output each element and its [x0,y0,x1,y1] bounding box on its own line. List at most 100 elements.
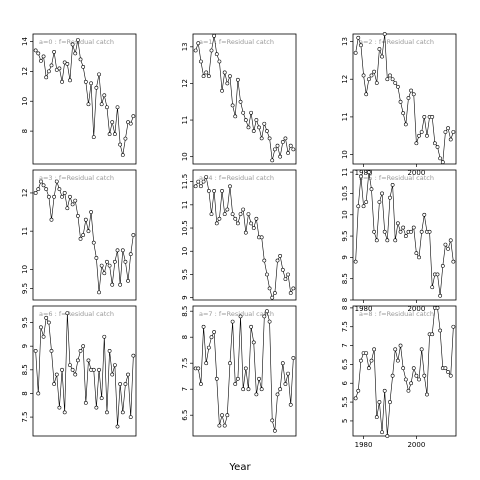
y-tick-label: 10 [341,210,349,219]
data-point [196,41,201,46]
data-point [238,212,243,217]
data-point [275,143,280,148]
data-point [39,325,43,330]
data-point [131,233,136,237]
data-point [52,50,57,54]
data-point [393,347,398,352]
data-point [361,204,366,209]
data-point [364,200,369,204]
data-point [110,282,115,287]
data-point [105,259,109,264]
data-point [33,48,38,53]
y-tick-label: 8 [21,129,29,133]
data-point [209,335,214,340]
panels-grid: a=0 : f=Residual catch 8 10 12 14 a=3 : f=Res… [21,32,457,449]
data-point [220,88,224,93]
data-point [196,366,201,371]
data-point [267,136,272,141]
y-tick-label: 9.5 [341,230,349,241]
panel-title: a=1 : f=Residual catch [199,38,274,46]
data-point [83,79,88,84]
data-point [36,391,41,396]
data-point [68,194,72,199]
y-tick-label: 11.5 [181,174,189,190]
data-point [225,413,230,418]
panel-frame [32,33,137,165]
data-point [44,187,49,192]
data-point [280,361,285,366]
data-point [206,74,211,79]
data-point [60,194,64,199]
data-point [81,64,86,69]
data-point [212,330,217,334]
data-point [366,170,371,175]
data-point [238,99,243,104]
y-tick-label: 7.5 [181,358,189,369]
y-tick-label: 6.5 [341,359,349,370]
data-point [270,295,275,300]
data-point [33,191,38,195]
data-point [283,382,288,386]
data-point [280,140,285,144]
panel-frame [32,169,137,301]
data-point [49,349,54,353]
panel-title: a=7 : f=Residual catch [199,310,274,318]
y-tick-label: 8.5 [181,306,189,317]
data-point [414,141,419,146]
data-point [443,242,448,247]
data-point [91,135,96,140]
data-point [262,258,267,263]
data-point [425,133,429,138]
y-tick-label: 7 [341,343,349,347]
data-point [278,253,283,258]
panel-frame [192,305,297,437]
data-point [206,188,211,193]
data-point [201,179,206,184]
data-point [222,70,227,75]
series-line [355,172,454,296]
data-point [440,264,445,268]
data-point [278,387,283,392]
data-point [220,413,224,418]
data-point [283,277,288,282]
data-point [225,207,230,212]
data-point [86,229,91,234]
data-point [385,434,390,438]
data-point [70,367,75,372]
data-point [97,290,101,295]
y-tick-label: 10 [21,265,29,274]
data-point [228,184,232,189]
y-tick-label: 8.5 [341,273,349,284]
data-point [356,35,361,40]
data-point [430,332,435,337]
data-point [196,179,201,184]
x-tick-label: 2000 [407,305,425,313]
panel-title: a=4 : f=Residual catch [199,174,274,182]
data-point [102,271,107,276]
panel-frame [352,169,457,301]
data-point [78,236,83,241]
data-point [214,221,219,226]
data-point [68,78,72,83]
data-point [380,54,384,59]
data-point [448,238,453,243]
data-point [451,259,456,264]
x-tick-label: 2000 [407,169,425,177]
data-point [286,371,290,376]
data-point [57,66,62,71]
y-tick-label: 12 [341,75,349,84]
panel-frame [192,169,297,301]
y-tick-label: 11 [181,116,189,125]
y-tick-label: 7.5 [21,412,29,423]
data-point [249,221,254,226]
data-point [393,238,398,243]
data-point [112,363,117,367]
data-point [41,54,46,59]
panel-title: a=3 : f=Residual catch [39,174,114,182]
data-point [94,85,99,90]
data-point [427,229,432,234]
panel-5: a=7 : f=Residual catch 6.5 7 7.5 8 8.5 [181,305,297,437]
data-point [73,372,78,377]
data-point [241,110,246,115]
